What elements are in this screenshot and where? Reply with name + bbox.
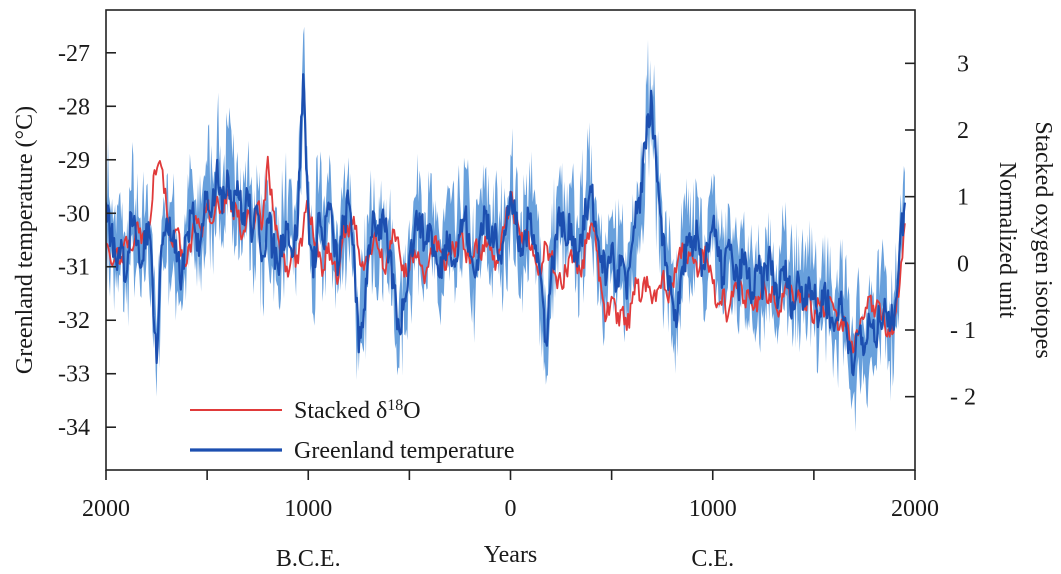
right-y-tick-label: 3 xyxy=(957,51,969,77)
left-y-tick-label: -27 xyxy=(58,41,90,67)
era-label: C.E. xyxy=(691,546,734,572)
left-y-tick-label: -31 xyxy=(58,255,90,281)
left-y-tick-label: -33 xyxy=(58,362,90,388)
x-tick-label: 0 xyxy=(505,496,517,522)
x-axis: 2000 1000 0 1000 2000 xyxy=(82,470,939,522)
right-y-tick-label: - 1 xyxy=(950,318,976,344)
right-y-axis-subtitle: Normalized unit xyxy=(994,162,1020,319)
right-y-axis-title: Stacked oxygen isotopes xyxy=(1030,121,1056,358)
left-y-axis: -34 -33 -32 -31 -30 -29 -28 -27 xyxy=(58,41,116,441)
stacked-d18o-line xyxy=(106,155,906,354)
x-tick-label: 2000 xyxy=(82,496,130,522)
era-label: B.C.E. xyxy=(276,546,341,572)
left-y-tick-label: -34 xyxy=(58,415,90,441)
right-y-tick-label: - 2 xyxy=(950,385,976,411)
left-y-tick-label: -28 xyxy=(58,94,90,120)
x-tick-label: 2000 xyxy=(891,496,939,522)
axis-titles: Years B.C.E. C.E. Greenland temperature (°C… xyxy=(12,106,1056,572)
left-y-tick-label: -32 xyxy=(58,308,90,334)
right-y-tick-label: 2 xyxy=(957,118,969,144)
right-y-tick-label: 1 xyxy=(957,185,969,211)
x-tick-label: 1000 xyxy=(689,496,737,522)
x-tick-label: 1000 xyxy=(284,496,332,522)
x-axis-title: Years xyxy=(484,542,538,568)
right-y-axis: - 2 - 1 0 1 2 3 xyxy=(905,51,976,411)
legend-label-greenland_temp: Greenland temperature xyxy=(294,438,515,464)
left-y-tick-label: -30 xyxy=(58,201,90,227)
greenland-temperature-line xyxy=(106,73,906,377)
right-y-tick-label: 0 xyxy=(957,251,969,277)
legend-label-stacked_d18o: Stacked δ18O xyxy=(294,397,421,425)
left-y-axis-title: Greenland temperature (°C) xyxy=(12,106,38,374)
series-lines-layer xyxy=(106,73,906,377)
plot-frame xyxy=(105,9,916,471)
left-y-tick-label: -29 xyxy=(58,148,90,174)
legend: Stacked δ18O Greenland temperature xyxy=(190,397,515,464)
